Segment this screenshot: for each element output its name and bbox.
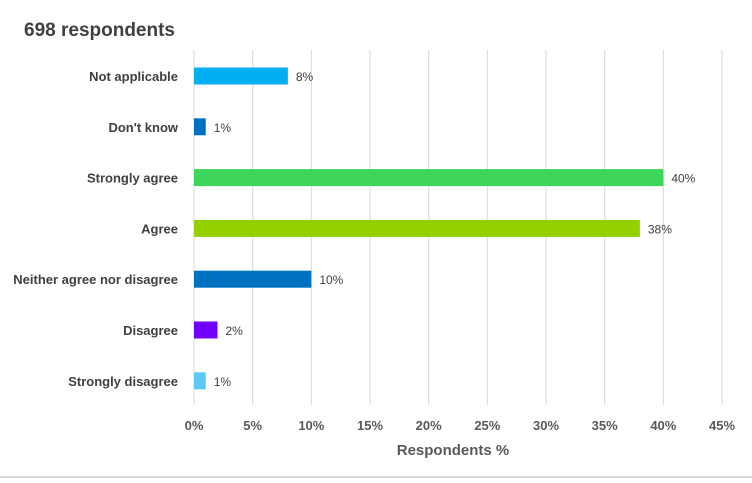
bar <box>194 372 206 390</box>
x-tick-label: 0% <box>185 418 204 433</box>
category-label: Strongly disagree <box>68 374 178 389</box>
data-label: 40% <box>671 172 695 186</box>
bar <box>194 219 640 237</box>
category-label: Neither agree nor disagree <box>13 272 178 287</box>
x-tick-label: 15% <box>357 418 383 433</box>
bar <box>194 67 288 85</box>
x-tick-label: 40% <box>650 418 676 433</box>
bar <box>194 270 312 288</box>
x-tick-label: 45% <box>709 418 735 433</box>
data-label: 1% <box>214 121 232 135</box>
bar <box>194 321 218 339</box>
data-label: 8% <box>296 70 314 84</box>
x-tick-label: 30% <box>533 418 559 433</box>
category-label: Not applicable <box>89 69 178 84</box>
chart-title: 698 respondents <box>24 20 175 41</box>
bar <box>194 169 664 187</box>
data-label: 38% <box>648 222 672 236</box>
x-tick-label: 25% <box>474 418 500 433</box>
x-tick-label: 5% <box>243 418 262 433</box>
x-axis-title: Respondents % <box>397 442 510 459</box>
category-label: Agree <box>141 221 178 236</box>
x-tick-label: 35% <box>592 418 618 433</box>
category-label: Don't know <box>108 120 178 135</box>
data-label: 10% <box>319 273 343 287</box>
data-label: 2% <box>225 324 243 338</box>
bottom-divider <box>0 476 752 478</box>
data-label: 1% <box>214 375 232 389</box>
category-label: Strongly agree <box>87 171 178 186</box>
bar <box>194 118 206 136</box>
category-label: Disagree <box>123 323 178 338</box>
x-tick-label: 20% <box>416 418 442 433</box>
x-tick-label: 10% <box>298 418 324 433</box>
